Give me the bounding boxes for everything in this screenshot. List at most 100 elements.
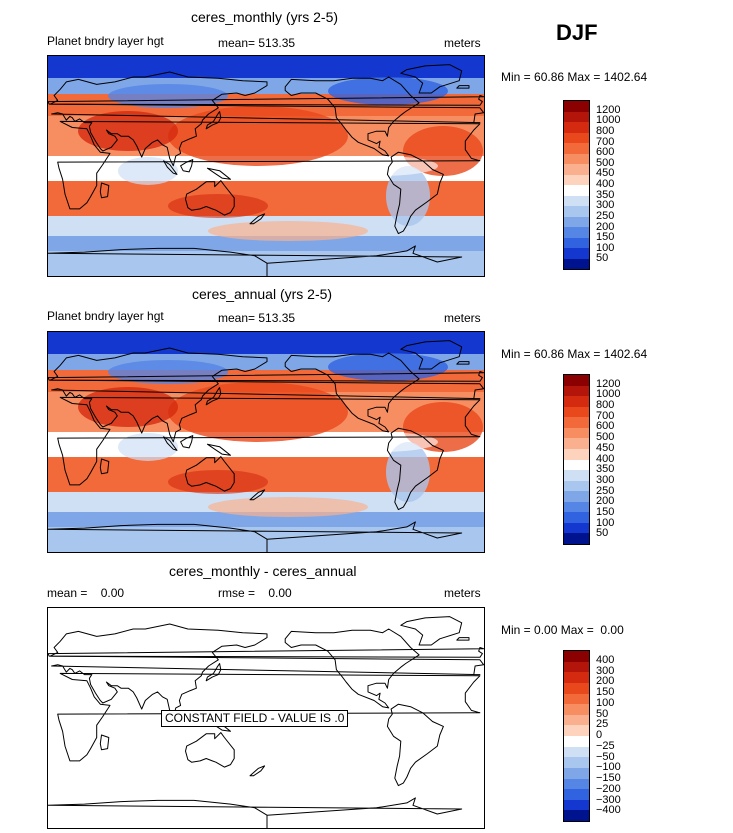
panel2-max-value: 1402.64 [603,347,648,361]
panel3-max-label: Max = [560,623,594,637]
colorbar-segment [564,757,589,768]
field-contour [208,221,368,241]
colorbar-segment [564,132,589,143]
field-contour [118,157,178,185]
colorbar-label: 150 [596,505,615,518]
coastline [48,521,463,552]
field-contour [386,442,430,502]
colorbar-segment [564,448,589,460]
field-contour [118,433,178,461]
panel1-mean: mean= 513.35 [218,36,295,50]
colorbar-segment [564,174,589,185]
panel1-variable-label: Planet bndry layer hgt [47,34,164,48]
coastline [48,245,463,276]
coastline [456,637,470,641]
colorbar-label: 700 [596,409,615,422]
colorbar-label: 150 [596,686,615,698]
coastline [57,120,481,210]
field-contour [386,166,430,226]
panel3-min-label: Min = [501,623,531,637]
panel3-title: ceres_monthly - ceres_annual [169,563,357,579]
colorbar-segment [564,789,589,800]
colorbar-label: 50 [596,252,609,265]
colorbar-label: 450 [596,441,615,454]
coastline [48,95,484,106]
field-contour [78,111,178,151]
colorbar-segment [564,459,589,471]
coastline [99,182,110,199]
panel3-colorbar [563,650,590,822]
colorbar-label: 250 [596,484,615,497]
coastline [49,71,484,167]
colorbar-segment [564,522,589,534]
coastline [49,623,484,719]
colorbar-segment [564,746,589,758]
colorbar-label: 400 [596,452,615,465]
panel2-mean-value: 513.35 [258,311,296,325]
colorbar-segment [564,672,589,683]
coastline [57,396,481,486]
coastline [456,361,470,365]
colorbar-label: 200 [596,675,615,688]
coastline [48,371,484,382]
colorbar-label: 400 [596,653,615,666]
colorbar-segment [564,501,589,513]
coastline [386,703,444,787]
panel1-title: ceres_monthly (yrs 2-5) [191,9,339,25]
coastline [180,159,194,173]
colorbar-segment [564,778,589,790]
colorbar-segment [564,693,589,705]
field-contour [168,194,268,218]
colorbar-label: 700 [596,135,615,148]
colorbar-label: 350 [596,188,615,201]
coastline [249,213,266,225]
colorbar-label: 100 [596,696,615,709]
colorbar-label: 50 [596,527,609,540]
colorbar-segment [564,111,589,122]
colorbar-segment [564,714,589,726]
field-band [48,512,484,527]
coastline [284,352,420,433]
colorbar-segment [564,651,589,662]
colorbar-label: 300 [596,199,615,212]
colorbar-segment [564,480,589,492]
colorbar-label: 100 [596,516,615,529]
colorbar-segment [564,143,589,154]
constant-field-note: CONSTANT FIELD - VALUE IS .0 [161,710,349,727]
field-contour [168,470,268,494]
field-contour [328,353,448,381]
colorbar-label: −200 [596,782,621,795]
coastline [284,76,420,157]
coastline [206,443,231,456]
field-contour [208,497,368,517]
colorbar-segment [564,396,589,407]
coastline [249,489,266,501]
coastline [180,435,194,449]
panel2-colorbar [563,374,590,545]
coastline [163,160,178,175]
colorbar-label: 150 [596,231,615,244]
coastline [400,340,463,370]
colorbar-segment [564,427,589,439]
colorbar-label: 400 [596,178,615,190]
field-contour [108,84,228,108]
colorbar-segment [564,385,589,397]
panel3-map [47,607,485,829]
colorbar-label: 500 [596,156,615,169]
panel1-max-label: Max = [567,70,601,84]
field-band [48,332,484,354]
colorbar-label: −300 [596,793,621,806]
panel3-mean-value: 0.00 [100,586,125,600]
panel1-min-value: 60.86 [534,70,565,84]
coastline [386,427,444,511]
colorbar-label: 300 [596,664,615,677]
colorbar-segment [564,248,589,259]
panel3-min-value: 0.00 [534,623,558,637]
colorbar-label: 200 [596,495,615,508]
colorbar-segment [564,682,589,694]
coastline [185,180,235,216]
colorbar-label: 1000 [596,388,621,401]
coastline [205,387,222,406]
panel3-rmse-label: rmse = [218,586,256,600]
panel1-units: meters [444,36,481,50]
